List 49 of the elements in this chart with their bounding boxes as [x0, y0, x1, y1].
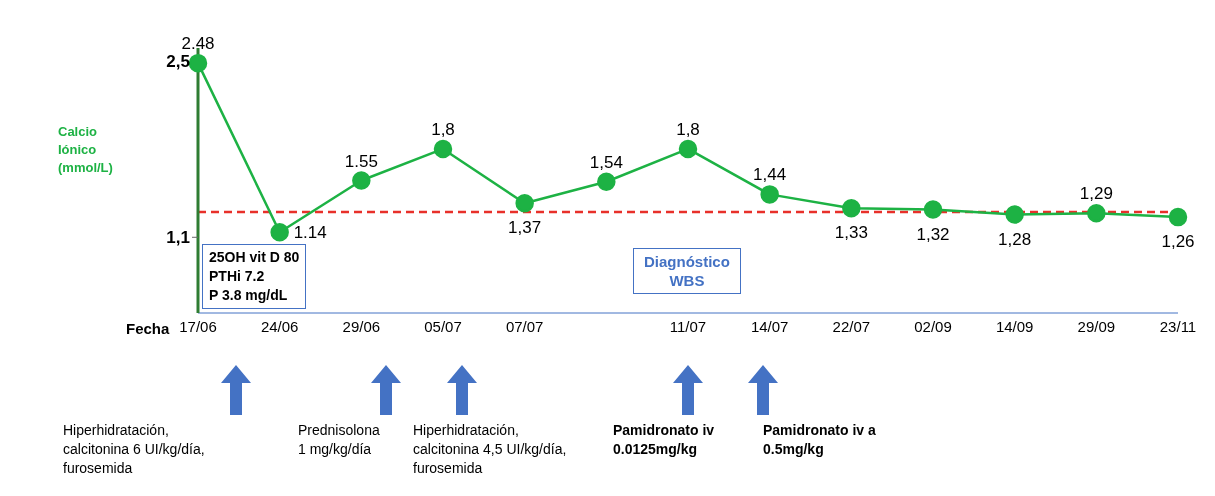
y-axis-title: Calcio Iónico (mmol/L) — [58, 123, 114, 177]
data-label: 2.48 — [181, 34, 215, 54]
data-label: 1.55 — [344, 151, 378, 171]
data-label: 1,28 — [998, 229, 1032, 249]
x-tick-label: 17/06 — [179, 317, 217, 335]
point — [515, 193, 534, 213]
point — [923, 200, 943, 219]
x-tick-label: 22/07 — [832, 317, 871, 335]
point — [188, 53, 208, 73]
x-tick-label: 24/06 — [260, 317, 299, 335]
point — [1005, 205, 1024, 224]
data-label: 1,44 — [753, 165, 787, 185]
data-label: 1,26 — [1161, 232, 1195, 252]
point — [678, 139, 698, 159]
x-tick-label: 14/09 — [995, 317, 1034, 335]
x-tick-label: 29/09 — [1077, 317, 1116, 335]
text: Hiperhidratación, calcitonina 6 UI/kg/día, furosemida — [63, 421, 205, 478]
data-label: 1,32 — [916, 224, 950, 244]
text: Pamidronato iv a 0.5mg/kg — [763, 421, 876, 459]
x-tick-label: 29/06 — [342, 317, 381, 335]
point — [433, 139, 453, 159]
point — [760, 185, 779, 204]
x-axis-title: Fecha — [126, 320, 170, 337]
point — [1087, 204, 1106, 223]
data-label: 1,8 — [676, 119, 700, 139]
x-tick-label: 11/07 — [669, 317, 707, 335]
annotation: Diagnóstico WBS — [633, 248, 741, 294]
y-tick-label: 2,5 — [166, 51, 190, 71]
y-tick-label: 1,1 — [166, 228, 190, 248]
x-tick-label: 23/11 — [1159, 317, 1197, 335]
data-label: 1,54 — [589, 152, 623, 172]
point — [270, 222, 289, 242]
data-label: 1,37 — [508, 218, 542, 238]
text: Prednisolona 1 mg/kg/día — [298, 421, 380, 459]
x-tick-label: 02/09 — [914, 317, 952, 335]
point — [352, 171, 371, 190]
text: Hiperhidratación, calcitonina 4,5 UI/kg/día, furosemida — [413, 421, 567, 478]
point — [597, 172, 616, 192]
data-label: 1,29 — [1079, 184, 1113, 204]
data-label: 1.14 — [293, 223, 327, 243]
annotation: 25OH vit D 80 PTHi 7.2 P 3.8 mg/dL — [202, 244, 307, 309]
point — [842, 199, 861, 218]
data-label: 1,8 — [431, 119, 455, 139]
data-label: 1,33 — [834, 223, 868, 243]
text: Pamidronato iv 0.0125mg/kg — [613, 421, 715, 459]
x-tick-label: 05/07 — [424, 317, 462, 335]
point — [1168, 207, 1188, 227]
x-tick-label: 07/07 — [505, 317, 544, 335]
x-tick-label: 14/07 — [750, 317, 789, 335]
